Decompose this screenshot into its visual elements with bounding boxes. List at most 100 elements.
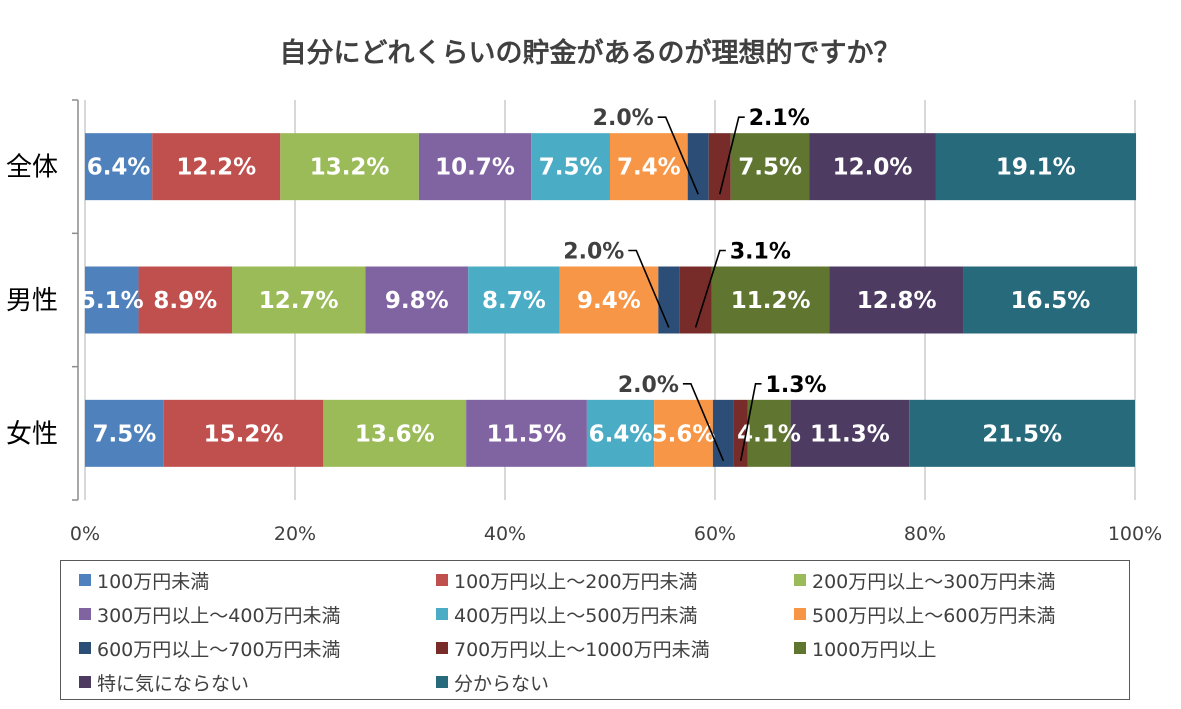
bar-segment bbox=[531, 133, 610, 201]
x-tick-label: 20% bbox=[274, 523, 316, 545]
bar-segment bbox=[85, 399, 164, 467]
bar-segment bbox=[730, 133, 810, 201]
legend-label: 分からない bbox=[454, 672, 550, 695]
legend-item: 700万円以上～1000万円未満 bbox=[436, 631, 710, 665]
data-label: 7.5% bbox=[738, 155, 802, 181]
bar-segment bbox=[747, 399, 791, 467]
data-label: 7.5% bbox=[92, 421, 156, 447]
bar-segment bbox=[85, 133, 153, 201]
legend-swatch bbox=[794, 642, 806, 654]
legend-label: 100万円未満 bbox=[97, 570, 210, 593]
legend-swatch bbox=[79, 574, 91, 586]
data-label: 4.1% bbox=[737, 421, 801, 447]
bar-segment bbox=[232, 266, 366, 334]
bar-segment bbox=[712, 399, 734, 467]
data-label: 11.3% bbox=[810, 421, 890, 447]
data-label: 11.5% bbox=[487, 421, 567, 447]
data-label: 8.7% bbox=[482, 288, 546, 314]
bar-segment bbox=[829, 266, 964, 334]
legend-label: 300万円以上～400万円未満 bbox=[97, 604, 341, 627]
legend-swatch bbox=[79, 676, 91, 688]
bar-segment bbox=[365, 266, 469, 334]
legend-item: 100万円未満 bbox=[79, 563, 209, 597]
bar-segment bbox=[610, 133, 688, 201]
legend-item: 200万円以上～300万円未満 bbox=[794, 563, 1056, 597]
data-label: 13.2% bbox=[310, 155, 390, 181]
bar-segment bbox=[711, 266, 830, 334]
leader-line bbox=[694, 249, 726, 328]
data-label: 8.9% bbox=[153, 288, 217, 314]
data-label: 6.4% bbox=[589, 421, 653, 447]
x-tick-label: 60% bbox=[694, 523, 736, 545]
bar-segment bbox=[586, 399, 655, 467]
legend-label: 700万円以上～1000万円未満 bbox=[454, 638, 710, 661]
data-label: 12.2% bbox=[176, 155, 256, 181]
data-label: 10.7% bbox=[435, 155, 515, 181]
data-label: 15.2% bbox=[204, 421, 284, 447]
bar-segment bbox=[790, 399, 910, 467]
bar-segment bbox=[138, 266, 232, 334]
legend-swatch bbox=[436, 608, 448, 620]
data-label: 5.1% bbox=[80, 288, 144, 314]
legend-swatch bbox=[794, 608, 806, 620]
callout-label: 2.0% bbox=[563, 240, 624, 265]
data-label: 6.4% bbox=[87, 155, 151, 181]
legend: 100万円未満 100万円以上～200万円未満 200万円以上～300万円未満 300… bbox=[60, 560, 1130, 700]
bar-segment bbox=[323, 399, 467, 467]
data-label: 21.5% bbox=[982, 421, 1062, 447]
data-label: 12.8% bbox=[857, 288, 937, 314]
bar-segment bbox=[679, 266, 712, 334]
bar-segment bbox=[468, 266, 560, 334]
callout-label: 2.1% bbox=[749, 106, 810, 131]
bar-segment bbox=[152, 133, 281, 201]
bar-segment bbox=[935, 133, 1137, 201]
bar-segment bbox=[809, 133, 936, 201]
bar-segment bbox=[559, 266, 659, 334]
legend-label: 500万円以上～600万円未満 bbox=[812, 604, 1056, 627]
legend-item: 400万円以上～500万円未満 bbox=[436, 597, 698, 631]
category-label: 全体 bbox=[6, 153, 58, 183]
bar-segment bbox=[418, 133, 532, 201]
x-tick-label: 80% bbox=[904, 523, 946, 545]
bars bbox=[85, 133, 1138, 467]
legend-label: 200万円以上～300万円未満 bbox=[812, 570, 1056, 593]
bar-segment bbox=[687, 133, 709, 201]
legend-swatch bbox=[436, 676, 448, 688]
data-label: 16.5% bbox=[1011, 288, 1091, 314]
bar-segment bbox=[280, 133, 419, 201]
leader-line bbox=[718, 116, 745, 195]
data-label: 7.5% bbox=[539, 155, 603, 181]
category-label: 女性 bbox=[6, 419, 58, 449]
data-labels: 6.4% 12.2% 13.2% 10.7% 7.5% 7.4% 7.5% 12.0% 19.1… bbox=[80, 106, 1091, 462]
data-label: 12.7% bbox=[259, 288, 339, 314]
data-label: 7.4% bbox=[617, 155, 681, 181]
legend-swatch bbox=[436, 642, 448, 654]
legend-label: 1000万円以上 bbox=[812, 638, 937, 661]
legend-item: 特に気にならない bbox=[79, 665, 249, 699]
callout-label: 2.0% bbox=[618, 373, 679, 398]
x-tick-label: 100% bbox=[1108, 523, 1162, 545]
legend-item: 分からない bbox=[436, 665, 549, 699]
data-label: 5.6% bbox=[652, 421, 716, 447]
legend-item: 300万円以上～400万円未満 bbox=[79, 597, 341, 631]
x-tick-label: 40% bbox=[484, 523, 526, 545]
x-tick-label: 0% bbox=[70, 523, 100, 545]
legend-item: 1000万円以上 bbox=[794, 631, 936, 665]
legend-swatch bbox=[79, 608, 91, 620]
bar-segment bbox=[708, 133, 731, 201]
data-label: 11.2% bbox=[731, 288, 811, 314]
legend-label: 600万円以上～700万円未満 bbox=[97, 638, 341, 661]
data-label: 9.4% bbox=[577, 288, 641, 314]
leader-line bbox=[682, 383, 725, 462]
legend-label: 特に気にならない bbox=[97, 672, 250, 695]
bar-segment bbox=[909, 399, 1135, 467]
bar-segment bbox=[85, 266, 139, 334]
legend-item: 500万円以上～600万円未満 bbox=[794, 597, 1056, 631]
callout-label: 1.3% bbox=[766, 373, 827, 398]
stacked-bar-chart: 自分にどれくらいの貯金があるのが理想的ですか？ 0% 20% 40% 60% 80% 10… bbox=[6, 37, 1162, 545]
callout-label: 2.0% bbox=[593, 106, 654, 131]
legend-swatch bbox=[794, 574, 806, 586]
bar-segment bbox=[733, 399, 748, 467]
legend-swatch bbox=[79, 642, 91, 654]
